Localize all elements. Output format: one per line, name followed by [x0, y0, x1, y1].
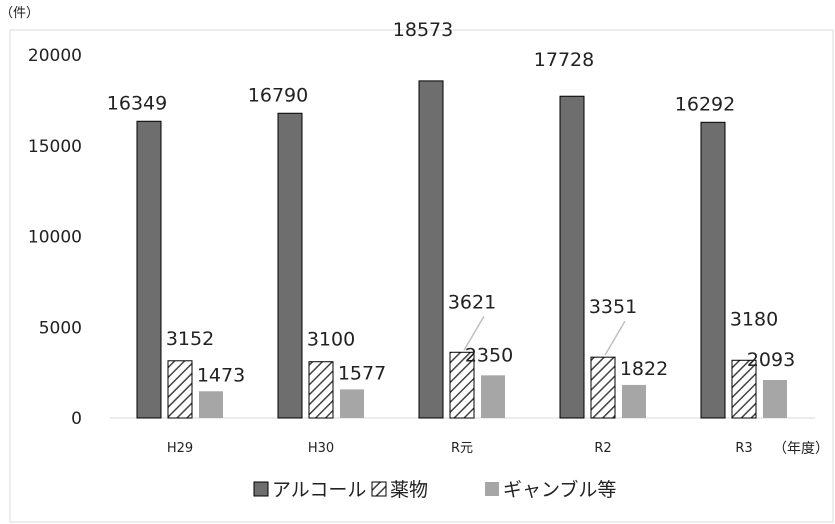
data-label: 3621: [448, 291, 496, 313]
leader-lines: [463, 315, 626, 356]
bar-0-1: [277, 112, 303, 419]
data-label: 3100: [307, 329, 355, 351]
bar-2-4: [763, 380, 787, 418]
y-axis-ticks: 0 5000 10000 15000 20000: [28, 46, 82, 429]
bar-2-2: [481, 375, 505, 418]
y-tick-label: 15000: [28, 137, 82, 157]
bar-0-4: [700, 121, 726, 419]
y-unit-label: （件）: [0, 6, 39, 21]
data-labels: 16349 16790 18573 17728 16292 3152 3100 3621 335…: [107, 19, 795, 386]
y-tick-label: 20000: [28, 46, 82, 66]
bar-0-3: [559, 95, 585, 419]
bar-1-1: [308, 361, 334, 419]
bar-1-3: [590, 356, 616, 419]
data-label: 3351: [589, 296, 637, 318]
x-tick-label: R元: [451, 441, 473, 456]
data-label: 16790: [248, 84, 308, 106]
plot-frame: [9, 29, 834, 523]
legend-swatch: [253, 481, 269, 497]
data-label: 16292: [675, 93, 735, 115]
legend-label: ギャンブル等: [503, 478, 616, 501]
data-label: 1577: [338, 362, 386, 384]
bar-1-0: [167, 360, 193, 419]
data-label: 1473: [197, 364, 245, 386]
bar-1-4: [731, 359, 757, 419]
legend-swatch: [485, 482, 499, 496]
legend: アルコール 薬物 ギャンブル等: [253, 478, 616, 501]
x-tick-label: H29: [167, 441, 193, 456]
data-label: 16349: [107, 92, 167, 114]
bar-0-0: [136, 120, 162, 419]
data-label: 1822: [620, 358, 668, 380]
y-tick-label: 10000: [28, 228, 82, 248]
bars: [136, 80, 787, 419]
data-label: 3180: [730, 308, 778, 330]
bar-2-1: [340, 389, 364, 418]
leader-line: [463, 315, 485, 351]
x-unit-label: （年度）: [773, 441, 829, 457]
legend-label: アルコール: [272, 479, 366, 501]
legend-label: 薬物: [390, 479, 428, 501]
x-tick-label: R3: [735, 441, 752, 456]
legend-swatch: [371, 481, 387, 497]
bar-2-0: [199, 391, 223, 418]
bar-1-2: [449, 351, 475, 419]
bar-2-3: [622, 384, 646, 418]
x-axis-ticks: H29 H30 R元 R2 R3: [167, 441, 753, 456]
data-label: 18573: [393, 19, 453, 41]
bar-0-2: [418, 80, 444, 419]
x-tick-label: H30: [308, 441, 334, 456]
data-label: 3152: [166, 328, 214, 350]
data-label: 2350: [465, 344, 513, 366]
data-label: 2093: [747, 349, 795, 371]
data-label: 17728: [534, 49, 594, 71]
leader-line: [604, 320, 626, 356]
y-tick-label: 0: [71, 409, 82, 429]
x-tick-label: R2: [594, 441, 611, 456]
y-tick-label: 5000: [39, 318, 82, 338]
